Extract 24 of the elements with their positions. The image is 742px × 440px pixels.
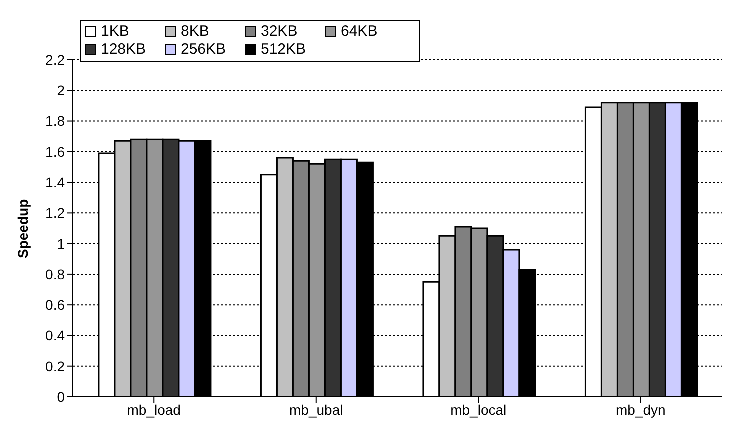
y-tick-label: 0.6: [46, 297, 66, 314]
y-tick-label: 1: [57, 236, 66, 252]
y-tick-label: 1.4: [46, 174, 66, 191]
legend-label: 512KB: [260, 41, 308, 59]
x-tick-label: mb_dyn: [616, 402, 666, 418]
y-tick-label: 2: [57, 82, 66, 99]
y-axis-title: Speedup: [14, 199, 31, 258]
y-tick-label: 0: [57, 388, 66, 405]
legend-label: 8KB: [180, 23, 210, 41]
y-tick-label: 2.2: [46, 52, 66, 68]
y-tick-label: 0.2: [46, 358, 66, 374]
y-tick-label: 1.2: [46, 205, 66, 222]
x-tick-label: mb_load: [127, 402, 181, 418]
y-tick-label: 1.8: [46, 113, 66, 130]
x-tick-label: mb_ubal: [290, 402, 344, 418]
legend-label: 128KB: [100, 41, 148, 59]
legend-label: 1KB: [100, 23, 130, 41]
x-tick-label: mb_local: [450, 402, 507, 418]
legend-label: 32KB: [260, 23, 299, 41]
y-tick-label: 0.8: [46, 266, 66, 282]
y-tick-label: 0.4: [46, 328, 66, 344]
legend-label: 64KB: [340, 23, 379, 41]
legend-label: 256KB: [180, 41, 228, 59]
y-tick-label: 1.6: [46, 144, 66, 160]
